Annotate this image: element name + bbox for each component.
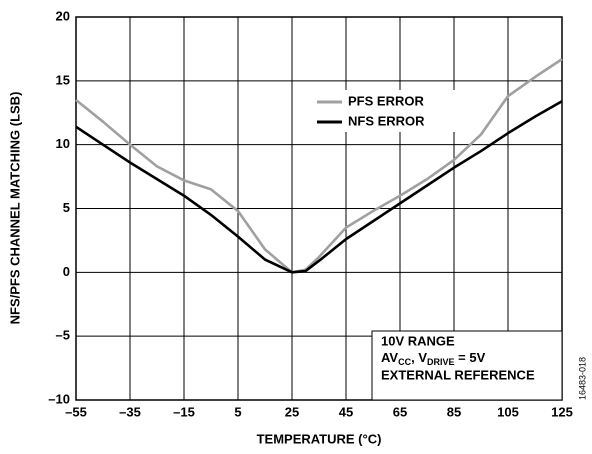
x-tick-label: –55 [65,404,87,419]
data-line [75,100,563,274]
legend-label: PFS ERROR [348,93,424,108]
y-tick-label: –10 [48,391,70,406]
annotation: AVCC, VDRIVE = 5V [381,350,486,367]
y-axis-label: NFS/PFS CHANNEL MATCHING (LSB) [7,92,22,325]
y-tick-label: 10 [56,136,70,151]
y-tick-label: 20 [56,8,70,23]
x-tick-label: 5 [234,404,241,419]
x-tick-label: 25 [285,404,299,419]
x-tick-label: 125 [551,404,573,419]
x-tick-label: –35 [119,404,141,419]
figure-id: 16483-018 [577,357,587,400]
x-tick-label: 65 [393,404,407,419]
y-tick-label: –5 [56,328,70,343]
annotation-part: = 5V [455,350,486,365]
annotation: 10V RANGE [381,333,455,348]
annotation-box [371,330,563,401]
legend-label: NFS ERROR [348,113,425,128]
annotation-part: AV [381,350,398,365]
data-line [75,58,563,274]
legend-box [310,90,455,132]
annotation-subscript: CC [398,357,411,367]
x-tick-label: 85 [447,404,461,419]
x-tick-label: –15 [173,404,195,419]
x-axis-label: TEMPERATURE (°C) [257,431,382,446]
y-tick-label: 0 [63,264,70,279]
annotation-part: , V [411,350,427,365]
annotation-subscript: DRIVE [427,357,455,367]
x-tick-label: 45 [339,404,353,419]
x-tick-label: 105 [497,404,519,419]
y-tick-label: 15 [56,72,70,87]
annotation: EXTERNAL REFERENCE [381,367,535,382]
plot-frame [75,16,563,401]
y-tick-label: 5 [63,200,70,215]
